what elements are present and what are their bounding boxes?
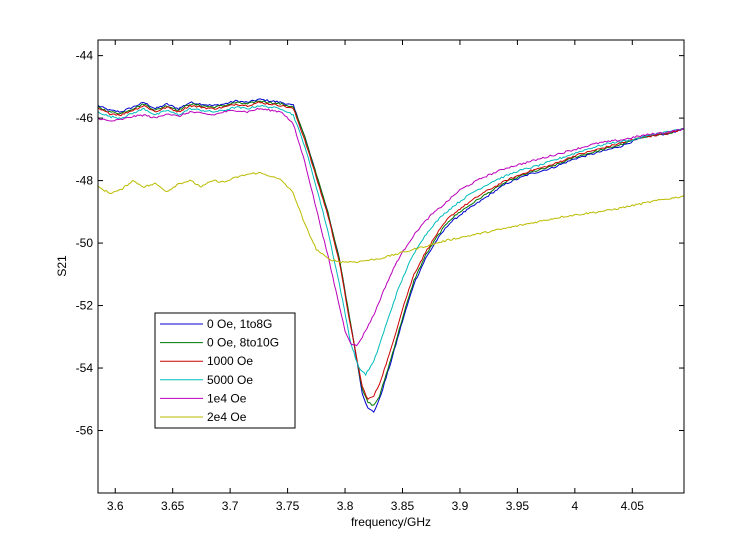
legend-label: 1e4 Oe — [207, 391, 247, 405]
legend-label: 1000 Oe — [207, 354, 253, 368]
x-tick-label: 3.6 — [107, 499, 124, 513]
legend-label: 0 Oe, 1to8G — [207, 317, 272, 331]
y-tick-label: -54 — [76, 361, 94, 375]
legend: 0 Oe, 1to8G 0 Oe, 8to10G 1000 Oe 5000 Oe 1e4… — [154, 312, 296, 429]
x-tick-label: 3.65 — [161, 499, 185, 513]
x-tick-label: 3.75 — [276, 499, 300, 513]
y-axis-label: S21 — [55, 255, 69, 277]
x-tick-label: 3.9 — [452, 499, 469, 513]
x-tick-label: 3.85 — [391, 499, 415, 513]
y-tick-label: -52 — [76, 299, 94, 313]
y-tick-label: -46 — [76, 111, 94, 125]
series-0oe-8to10g-line — [97, 100, 685, 406]
series-layer — [97, 98, 685, 413]
x-tick-label: 4.05 — [621, 499, 645, 513]
x-tick-label: 3.8 — [337, 499, 354, 513]
series-0oe-1to8g-line — [97, 98, 685, 413]
series-1e4oe-line — [97, 107, 685, 347]
series-1000oe-line — [97, 101, 685, 400]
series-5000oe-line — [97, 104, 685, 377]
legend-label: 2e4 Oe — [207, 410, 247, 424]
x-axis-label: frequency/GHz — [351, 515, 431, 529]
y-tick-label: -56 — [76, 424, 94, 438]
x-tick-label: 3.95 — [506, 499, 530, 513]
legend-label: 5000 Oe — [207, 373, 253, 387]
plot-frame — [97, 39, 685, 494]
legend-box — [154, 312, 296, 429]
y-tick-label: -48 — [76, 174, 94, 188]
legend-label: 0 Oe, 8to10G — [207, 336, 279, 350]
y-tick-label: -50 — [76, 236, 94, 250]
x-tick-label: 4 — [571, 499, 578, 513]
series-2e4oe-line — [97, 171, 685, 264]
y-tick-label: -44 — [76, 49, 94, 63]
x-tick-label: 3.7 — [222, 499, 239, 513]
axes-layer: 3.6 3.65 3.7 3.75 3.8 3.85 3.9 3.95 4 4.05 -56 -54 -… — [76, 40, 684, 513]
